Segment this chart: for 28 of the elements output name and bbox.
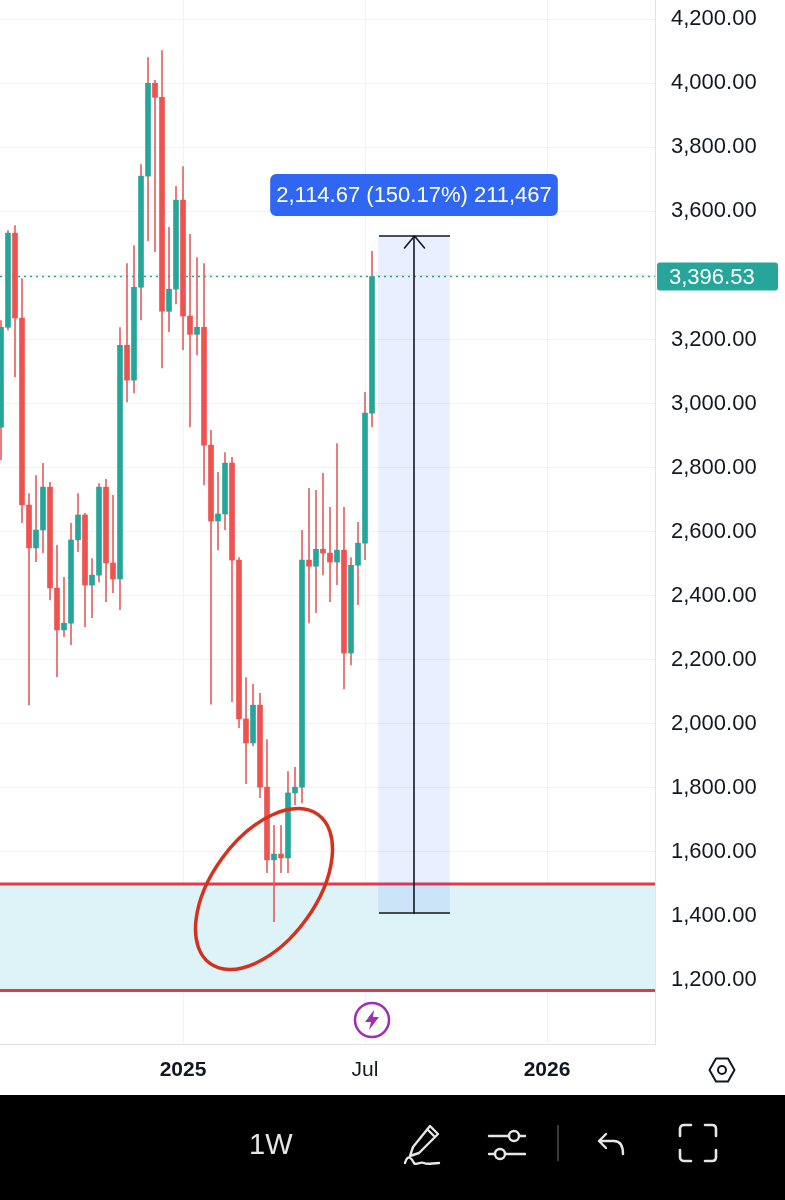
candlestick xyxy=(320,472,326,576)
y-tick-label: 3,000.00 xyxy=(671,389,757,415)
candlestick xyxy=(278,824,284,874)
y-tick-label: 2,200.00 xyxy=(671,645,757,671)
y-tick-label: 2,400.00 xyxy=(671,581,757,607)
y-tick-label: 3,800.00 xyxy=(671,133,757,159)
y-tick-label: 2,800.00 xyxy=(671,453,757,479)
y-tick-label: 4,000.00 xyxy=(671,69,757,95)
x-tick-label: 2026 xyxy=(523,1057,571,1081)
y-tick-label: 2,600.00 xyxy=(671,517,757,543)
y-tick-label: 3,600.00 xyxy=(671,197,757,223)
candlestick xyxy=(306,487,312,624)
y-tick-label: 1,800.00 xyxy=(671,773,757,799)
x-tick-label: Jul xyxy=(351,1057,379,1081)
y-tick-label: 2,000.00 xyxy=(671,709,757,735)
y-tick-label: 1,200.00 xyxy=(671,966,757,992)
ref-line-label: 3,396.53 xyxy=(669,263,755,289)
candlestick xyxy=(110,494,116,594)
candlestick xyxy=(187,233,193,429)
annotation: 2,114.67 (150.17%) 211,467 xyxy=(276,182,552,208)
x-tick-label: 2025 xyxy=(159,1057,207,1081)
y-tick-label: 1,400.00 xyxy=(671,901,757,927)
y-tick-label: 4,200.00 xyxy=(671,5,757,31)
candlestick xyxy=(292,766,298,806)
y-tick-label: 1,600.00 xyxy=(671,837,757,863)
y-tick-label: 3,200.00 xyxy=(671,325,757,351)
candlestick xyxy=(327,506,333,603)
text: 1W xyxy=(249,1127,293,1161)
